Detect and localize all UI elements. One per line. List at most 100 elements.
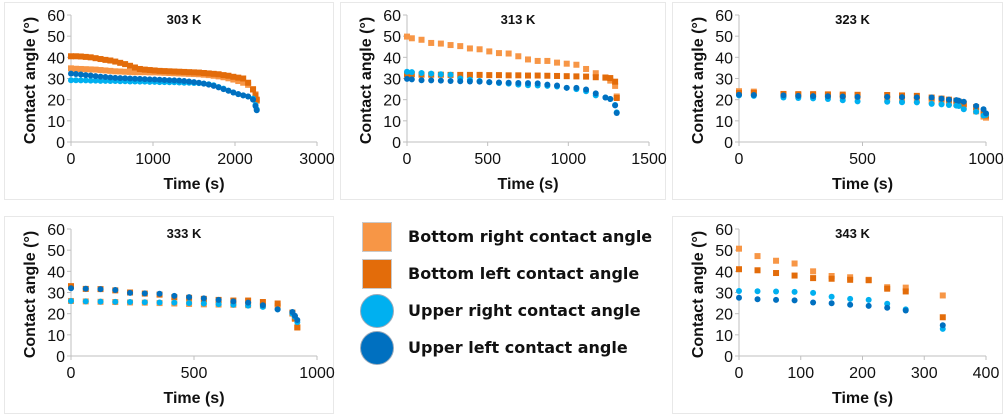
data-point-circle xyxy=(230,89,237,96)
data-point-circle xyxy=(136,75,143,82)
x-tick-label: 400 xyxy=(973,365,1000,382)
data-point-circle xyxy=(122,75,129,82)
legend-item-bottom-left: Bottom left contact angle xyxy=(362,255,662,292)
y-tick-label: 60 xyxy=(47,8,65,25)
data-point-circle xyxy=(607,96,614,103)
data-point-square xyxy=(939,314,946,321)
data-point-square xyxy=(230,73,237,80)
data-point-circle xyxy=(191,79,197,86)
series-bottom-right-contact-angle xyxy=(404,33,620,100)
data-point-square xyxy=(176,68,183,75)
data-point-square xyxy=(865,277,872,284)
data-point-circle xyxy=(810,93,817,100)
data-point-circle xyxy=(112,74,119,81)
data-point-square xyxy=(72,53,79,60)
data-point-circle xyxy=(259,302,266,309)
x-tick-label: 1000 xyxy=(551,151,587,168)
data-point-square xyxy=(554,72,561,79)
y-tick-label: 10 xyxy=(715,328,733,345)
data-point-square xyxy=(404,33,410,40)
data-point-circle xyxy=(884,98,891,105)
data-point-square xyxy=(112,68,119,75)
legend: Bottom right contact angle Bottom left c… xyxy=(360,218,662,366)
data-point-square xyxy=(583,65,590,72)
data-point-circle xyxy=(200,295,207,302)
data-point-square xyxy=(250,86,257,93)
data-point-circle xyxy=(899,99,906,106)
y-tick-label: 60 xyxy=(383,8,401,25)
chart-333k: 333 K 0 10 20 30 40 50 60 0 500 1000 Time (s) Contac… xyxy=(22,222,335,407)
series-bottom-left-contact-angle xyxy=(404,71,620,101)
data-point-circle xyxy=(780,92,787,99)
data-point-circle xyxy=(112,298,119,305)
data-point-circle xyxy=(250,96,257,103)
data-point-circle xyxy=(573,84,580,91)
y-tick-label: 40 xyxy=(383,50,401,67)
data-point-square xyxy=(210,70,217,77)
data-point-circle xyxy=(72,71,79,78)
data-point-circle xyxy=(186,300,193,307)
legend-item-upper-right: Upper right contact angle xyxy=(360,292,662,329)
data-point-square xyxy=(107,67,114,74)
chart-343k: 343 K 0 10 20 30 40 50 60 0 100 200 300 400 Time (s) C… xyxy=(690,222,1000,407)
data-point-circle xyxy=(151,76,158,83)
data-point-square xyxy=(612,78,619,85)
y-tick-label: 40 xyxy=(47,50,65,67)
data-point-square xyxy=(939,292,946,299)
data-point-circle xyxy=(418,77,425,84)
series-bottom-right-contact-angle xyxy=(736,245,946,299)
data-point-circle xyxy=(245,299,252,306)
data-point-square xyxy=(181,68,188,75)
data-point-circle xyxy=(127,289,134,296)
data-point-circle xyxy=(736,294,742,301)
data-point-square xyxy=(156,67,163,74)
data-point-circle xyxy=(602,94,609,101)
data-point-square xyxy=(235,78,242,85)
legend-label: Upper right contact angle xyxy=(408,301,641,320)
data-point-circle xyxy=(127,75,134,82)
y-tick-label: 50 xyxy=(47,29,65,46)
chart-313k: 313 K 0 10 20 30 40 50 60 0 500 1000 1500 Time (s) Co… xyxy=(358,8,667,193)
y-tick-label: 50 xyxy=(47,243,65,260)
data-point-square xyxy=(736,266,742,273)
data-point-circle xyxy=(235,91,242,98)
data-point-square xyxy=(791,260,798,267)
data-point-square xyxy=(791,272,798,279)
data-point-square xyxy=(166,68,173,75)
data-point-circle xyxy=(554,82,561,89)
data-point-circle xyxy=(418,69,425,76)
data-point-circle xyxy=(865,296,872,303)
data-point-square xyxy=(902,288,909,295)
series-upper-left-contact-angle xyxy=(68,285,301,324)
data-point-circle xyxy=(245,93,252,100)
data-point-circle xyxy=(828,300,835,307)
x-tick-label: 500 xyxy=(181,365,208,382)
data-point-circle xyxy=(215,296,222,303)
data-point-square xyxy=(902,284,909,291)
chart-323k: 323 K 0 10 20 30 40 50 60 0 500 1000 Time (s) Contac… xyxy=(690,8,1004,193)
y-tick-label: 30 xyxy=(47,286,65,303)
data-point-square xyxy=(171,68,178,75)
data-point-circle xyxy=(913,99,920,106)
data-point-square xyxy=(122,68,129,75)
data-point-square xyxy=(131,69,138,76)
data-point-circle xyxy=(736,288,742,295)
data-point-circle xyxy=(107,74,114,81)
y-tick-label: 50 xyxy=(715,243,733,260)
data-point-circle xyxy=(215,301,222,308)
y-tick-label: 60 xyxy=(715,8,733,25)
data-point-square xyxy=(613,94,620,101)
data-point-square xyxy=(476,71,483,78)
data-point-square xyxy=(186,69,193,76)
series-upper-right-contact-angle xyxy=(736,288,946,332)
data-point-circle xyxy=(253,107,260,114)
y-axis-label: Contact angle (°) xyxy=(22,17,39,144)
data-point-circle xyxy=(447,78,454,85)
data-point-circle xyxy=(68,297,74,304)
data-point-circle xyxy=(82,72,89,79)
data-point-square xyxy=(583,73,590,80)
data-point-square xyxy=(515,72,522,79)
data-point-square xyxy=(505,50,512,57)
data-point-square xyxy=(563,73,570,80)
y-tick-label: 0 xyxy=(56,349,65,366)
